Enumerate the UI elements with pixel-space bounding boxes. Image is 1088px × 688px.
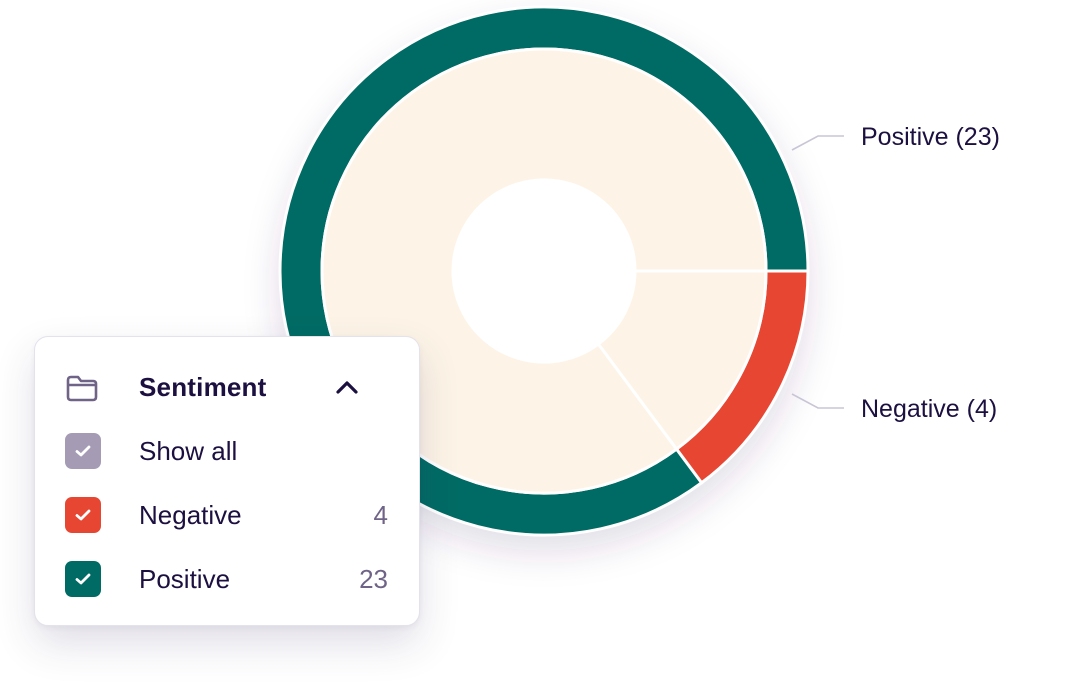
negative-checkbox[interactable] bbox=[65, 497, 101, 533]
show-all-label[interactable]: Show all bbox=[139, 435, 238, 466]
check-icon bbox=[75, 445, 91, 457]
filter-option-negative[interactable]: Negative 4 bbox=[35, 493, 419, 537]
donut-hole bbox=[453, 180, 635, 362]
check-icon bbox=[75, 509, 91, 521]
negative-count: 4 bbox=[373, 499, 388, 530]
positive-count: 23 bbox=[359, 563, 388, 594]
slice-label-negative: Negative (4) bbox=[861, 395, 998, 423]
leader-line-negative bbox=[791, 393, 844, 409]
filter-option-show-all[interactable]: Show all bbox=[35, 429, 419, 473]
filter-option-positive[interactable]: Positive 23 bbox=[35, 557, 419, 601]
check-icon bbox=[75, 573, 91, 585]
negative-label[interactable]: Negative bbox=[139, 499, 242, 530]
leader-line-positive bbox=[791, 135, 844, 151]
slice-label-positive: Positive (23) bbox=[861, 123, 1000, 151]
positive-label[interactable]: Positive bbox=[139, 563, 231, 594]
show-all-checkbox[interactable] bbox=[65, 433, 101, 469]
chevron-up-icon[interactable] bbox=[335, 377, 359, 397]
folder-icon bbox=[66, 375, 98, 402]
filter-panel-title: Sentiment bbox=[139, 371, 267, 402]
sentiment-filter-panel: Sentiment Show all Negative 4 Positive bbox=[34, 336, 420, 626]
positive-checkbox[interactable] bbox=[65, 561, 101, 597]
filter-panel-header[interactable]: Sentiment bbox=[35, 365, 419, 409]
